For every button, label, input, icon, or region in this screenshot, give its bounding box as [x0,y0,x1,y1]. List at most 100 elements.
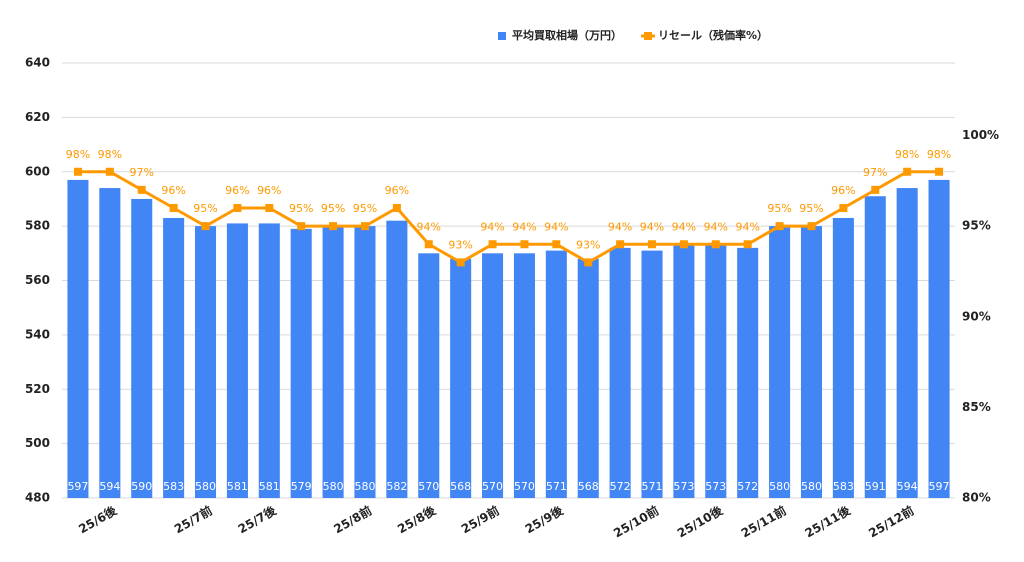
line-value-label: 95% [193,202,217,215]
bar [832,217,854,498]
bar-value-label: 594 [99,480,120,493]
x-tick-label: 25/11前 [738,503,789,541]
line-value-label: 93% [448,238,472,251]
line-value-label: 98% [98,148,122,161]
y2-tick-label: 80% [962,491,991,505]
bar [513,253,535,498]
bar [131,198,153,498]
bar [163,217,185,498]
bar [258,223,280,498]
line-point [233,204,242,212]
line-point [488,240,497,249]
bar-value-label: 583 [163,480,184,493]
line-value-label: 98% [895,148,919,161]
line-value-label: 96% [257,184,281,197]
line-point [329,222,338,231]
bar-value-label: 573 [705,480,726,493]
bar-value-label: 580 [195,480,216,493]
y-tick-label: 500 [25,436,50,450]
line-point [73,167,82,176]
bar-value-label: 597 [929,480,950,493]
line-point [360,222,369,231]
line-point [201,222,210,231]
bar [737,247,759,498]
y-tick-label: 540 [25,327,50,341]
bar-value-label: 582 [386,480,407,493]
bar [194,226,217,498]
line-point [392,204,401,212]
y-tick-label: 580 [25,219,50,233]
line-value-label: 95% [353,202,377,215]
bar [896,188,918,498]
line-value-label: 98% [927,148,951,161]
line-point [105,167,114,176]
line-value-label: 98% [66,148,90,161]
line-point [871,185,880,194]
bar-value-label: 590 [131,480,152,493]
bar-value-label: 570 [514,480,535,493]
line-value-label: 94% [512,220,536,233]
line-point [456,258,465,267]
line-point [648,240,657,249]
bar [386,220,408,498]
bar-value-label: 580 [323,480,344,493]
line-value-label: 94% [672,220,696,233]
x-tick-label: 25/8前 [331,503,374,537]
line-point [424,240,433,249]
bar [864,196,886,498]
line-point [616,240,625,249]
line-value-label: 96% [385,184,409,197]
line-value-label: 94% [704,220,728,233]
line-point [807,222,816,231]
line-point [775,222,784,231]
line-point [903,167,912,176]
y-tick-label: 520 [25,382,50,396]
bar [450,258,472,498]
line-point [169,204,178,212]
bar-value-label: 580 [769,480,790,493]
y2-tick-label: 90% [962,309,991,323]
x-tick-label: 25/8後 [395,502,439,536]
x-tick-label: 25/10前 [611,503,662,541]
x-tick-label: 25/10後 [674,502,725,540]
bar [482,253,504,498]
y-tick-label: 620 [25,110,50,124]
bar-value-label: 594 [897,480,918,493]
bar-value-label: 568 [578,480,599,493]
y-tick-label: 640 [25,56,50,70]
bar-value-label: 597 [67,480,88,493]
y-tick-label: 560 [25,273,50,287]
bar [673,245,695,498]
bar-value-label: 583 [833,480,854,493]
line-value-label: 97% [863,166,887,179]
line-point [584,258,593,267]
bar-value-label: 591 [865,480,886,493]
bar [641,250,663,498]
line-value-label: 94% [735,220,759,233]
bar [769,226,791,498]
line-value-label: 97% [130,166,154,179]
legend-label: リセール（残価率%） [658,28,768,42]
line-value-label: 96% [225,184,249,197]
line-point [711,240,720,249]
bar-value-label: 572 [737,480,758,493]
bar-value-label: 580 [354,480,375,493]
line-value-label: 94% [417,220,441,233]
line-point [297,222,306,231]
y2-tick-label: 85% [962,400,991,414]
line-point [839,204,848,212]
bar-value-label: 572 [610,480,631,493]
line-point [137,185,146,194]
bar [418,253,440,498]
line-value-label: 93% [576,238,600,251]
x-tick-label: 25/7前 [171,503,214,537]
x-tick-label: 25/9後 [522,502,566,536]
line-value-label: 94% [480,220,504,233]
x-tick-label: 25/9前 [458,503,501,537]
line-value-label: 94% [608,220,632,233]
line-point [679,240,688,249]
bar [290,228,312,498]
line-value-label: 96% [831,184,855,197]
bar-value-label: 571 [546,480,567,493]
